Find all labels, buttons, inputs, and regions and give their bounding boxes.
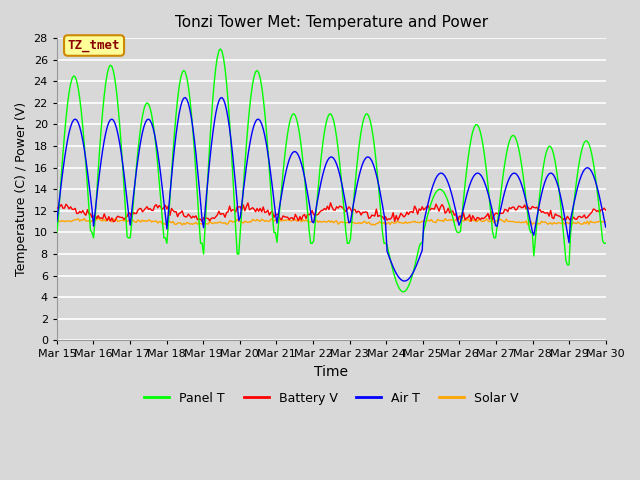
Legend: Panel T, Battery V, Air T, Solar V: Panel T, Battery V, Air T, Solar V <box>139 387 524 410</box>
Title: Tonzi Tower Met: Temperature and Power: Tonzi Tower Met: Temperature and Power <box>175 15 488 30</box>
Text: TZ_tmet: TZ_tmet <box>68 39 120 52</box>
Y-axis label: Temperature (C) / Power (V): Temperature (C) / Power (V) <box>15 102 28 276</box>
X-axis label: Time: Time <box>314 365 348 379</box>
